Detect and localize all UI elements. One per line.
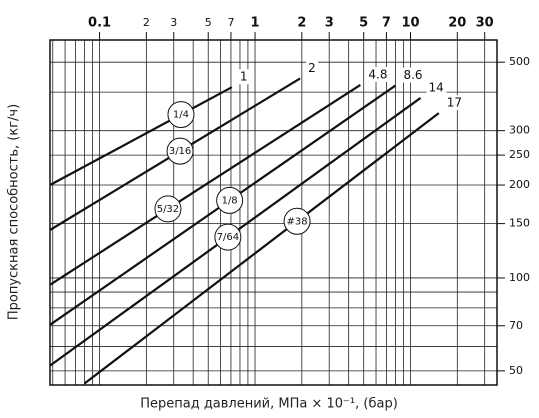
x-tick-label: 7 <box>382 16 391 31</box>
series-line <box>49 86 233 186</box>
line-label: 8.6 <box>403 68 422 82</box>
orifice-circle <box>167 101 195 129</box>
orifice-label: #38 <box>287 216 308 227</box>
line-label: 17 <box>447 96 462 110</box>
y-tick-label: 200 <box>509 178 530 191</box>
y-tick-label: 500 <box>509 55 530 68</box>
series-line <box>49 84 361 286</box>
orifice-circle <box>154 195 182 223</box>
line-label-bg <box>306 60 319 76</box>
y-axis-label: Пропускная способность, (кг/ч) <box>7 104 22 320</box>
line-label: 4.8 <box>368 67 387 81</box>
x-tick-label: 3 <box>325 16 334 31</box>
line-label: 14 <box>429 80 444 94</box>
orifice-circle <box>283 207 311 235</box>
x-tick-label: 5 <box>359 16 368 31</box>
series-line <box>83 112 440 385</box>
line-label: 1 <box>240 70 248 84</box>
line-label-bg <box>426 79 447 95</box>
y-tick-label: 300 <box>509 124 530 137</box>
plot-frame <box>49 39 498 386</box>
line-label: 2 <box>308 61 316 75</box>
x-tick-label: 7 <box>227 16 234 29</box>
x-tick-label: 20 <box>448 16 466 31</box>
orifice-label: 3/16 <box>169 146 191 157</box>
x-tick-label: 2 <box>143 16 150 29</box>
line-label-bg <box>401 67 430 83</box>
orifice-label: 1/4 <box>173 110 189 121</box>
x-tick-label: 3 <box>170 16 177 29</box>
orifice-circle <box>216 186 244 214</box>
x-tick-label: 1 <box>251 16 260 31</box>
orifice-label: 7/64 <box>217 232 239 243</box>
line-label-bg <box>444 95 465 111</box>
x-axis-label: Перепад давлений, МПа × 10⁻¹, (бар) <box>140 397 398 412</box>
y-tick-label: 70 <box>509 319 523 332</box>
y-tick-label: 100 <box>509 271 530 284</box>
y-tick-label: 250 <box>509 148 530 161</box>
x-tick-label: 5 <box>205 16 212 29</box>
x-tick-label: 2 <box>297 16 306 31</box>
orifice-circle <box>166 137 194 165</box>
y-tick-label: 50 <box>509 364 523 377</box>
x-tick-label: 10 <box>401 16 419 31</box>
x-tick-label: 0.1 <box>88 16 111 31</box>
x-tick-label: 30 <box>476 16 494 31</box>
orifice-circle <box>214 223 242 251</box>
line-label-bg <box>366 66 395 82</box>
orifice-label: 1/8 <box>222 195 238 206</box>
line-label-bg <box>237 69 250 85</box>
y-tick-label: 150 <box>509 217 530 230</box>
orifice-label: 5/32 <box>157 204 179 215</box>
